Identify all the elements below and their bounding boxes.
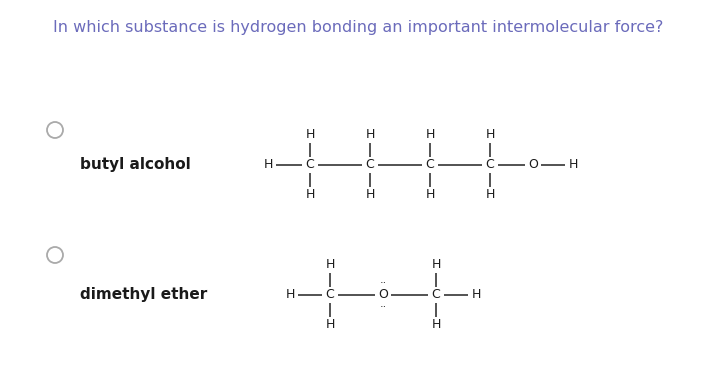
Text: H: H xyxy=(425,188,435,202)
Text: H: H xyxy=(485,188,495,202)
Text: H: H xyxy=(325,319,334,332)
Text: H: H xyxy=(471,289,480,302)
Text: H: H xyxy=(365,188,374,202)
Text: In which substance is hydrogen bonding an important intermolecular force?: In which substance is hydrogen bonding a… xyxy=(53,20,663,35)
Text: C: C xyxy=(366,158,374,172)
Text: H: H xyxy=(431,319,440,332)
Text: H: H xyxy=(431,259,440,272)
Text: H: H xyxy=(305,188,315,202)
Text: H: H xyxy=(365,128,374,141)
Text: H: H xyxy=(485,128,495,141)
Text: dimethyl ether: dimethyl ether xyxy=(80,287,207,303)
Text: H: H xyxy=(285,289,295,302)
Text: ··: ·· xyxy=(379,302,387,312)
Text: C: C xyxy=(485,158,494,172)
Text: H: H xyxy=(569,158,578,172)
Text: H: H xyxy=(425,128,435,141)
Text: C: C xyxy=(326,289,334,302)
Text: butyl alcohol: butyl alcohol xyxy=(80,158,190,172)
Text: H: H xyxy=(325,259,334,272)
Text: O: O xyxy=(378,289,388,302)
Text: C: C xyxy=(432,289,440,302)
Text: H: H xyxy=(263,158,273,172)
Text: C: C xyxy=(306,158,314,172)
Text: H: H xyxy=(305,128,315,141)
Text: O: O xyxy=(528,158,538,172)
Text: ··: ·· xyxy=(379,278,387,288)
Text: C: C xyxy=(425,158,435,172)
